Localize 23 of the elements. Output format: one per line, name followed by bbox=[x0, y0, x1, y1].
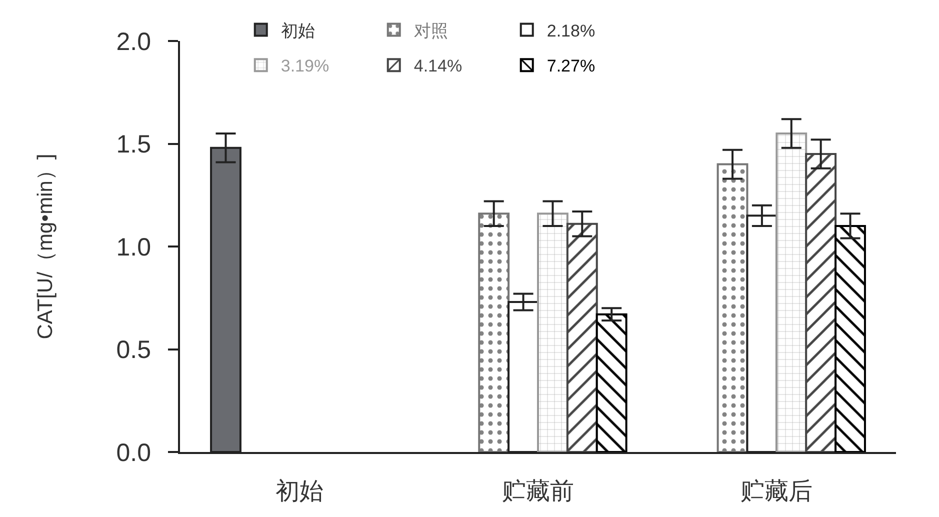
y-tick-label: 1.5 bbox=[116, 130, 151, 158]
text: 对照 bbox=[414, 21, 448, 40]
text: 7.27% bbox=[546, 56, 596, 76]
y-tick-label: 0.0 bbox=[116, 438, 151, 467]
bar bbox=[805, 153, 837, 452]
legend-label: 2.18% bbox=[546, 21, 596, 40]
x-tick-label: 贮藏后 bbox=[740, 478, 813, 505]
bar bbox=[716, 163, 748, 452]
x-tick-label: 初始 bbox=[275, 478, 324, 505]
x-tick-label: 贮藏前 bbox=[502, 478, 574, 505]
bar bbox=[478, 212, 510, 452]
bar bbox=[537, 212, 568, 452]
text: 4.14% bbox=[414, 56, 462, 76]
text: 3.19% bbox=[280, 56, 330, 76]
y-tick-label: 2.0 bbox=[116, 28, 151, 56]
legend-label: 初始 bbox=[280, 21, 315, 40]
y-tick-label: 0.5 bbox=[116, 336, 151, 364]
bar bbox=[776, 132, 808, 452]
bar bbox=[596, 313, 628, 452]
y-tick-label: 1.0 bbox=[116, 233, 151, 262]
bar bbox=[566, 222, 598, 452]
y-axis-title: CAT[U/（mg•min）] bbox=[34, 154, 57, 340]
bar bbox=[834, 224, 866, 452]
